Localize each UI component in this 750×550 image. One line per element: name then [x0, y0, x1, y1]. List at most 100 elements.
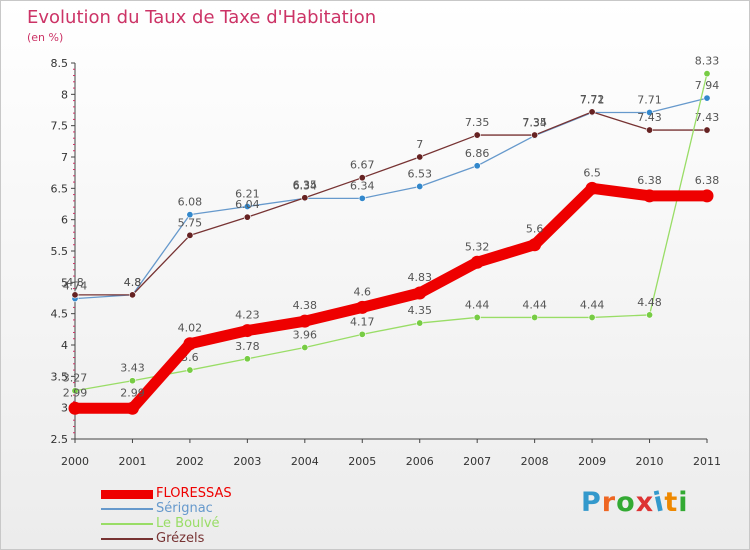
- x-tick-label: 2004: [291, 455, 319, 468]
- data-label: 4.44: [580, 298, 605, 311]
- y-tick-label: 6.5: [51, 182, 69, 195]
- data-label: 5.75: [178, 216, 203, 229]
- data-point: [128, 291, 136, 299]
- data-point: [71, 387, 79, 395]
- data-label: 4.48: [637, 296, 662, 309]
- x-tick-label: 2006: [406, 455, 434, 468]
- data-point: [470, 255, 484, 269]
- series-line: [74, 97, 708, 300]
- data-label: 7.71: [580, 94, 605, 107]
- x-tick-label: 2000: [61, 455, 89, 468]
- y-tick-label: 6: [61, 214, 68, 227]
- data-label: 6.08: [178, 196, 203, 209]
- chart-legend: FLORESSAS Sérignac Le Boulvé Grézels: [101, 486, 361, 547]
- unit-label: (en %): [27, 31, 64, 44]
- data-point: [588, 108, 596, 116]
- data-label: 6.67: [350, 159, 375, 172]
- series-line: [75, 182, 707, 414]
- data-point: [703, 94, 711, 102]
- y-tick-label: 4.5: [51, 308, 69, 321]
- data-point: [416, 153, 424, 161]
- legend-swatch: [101, 508, 153, 510]
- data-label: 3.27: [63, 372, 88, 385]
- data-point: [646, 126, 654, 134]
- y-tick-label: 8.5: [51, 57, 69, 70]
- proxiti-logo: Proxiti: [581, 486, 689, 518]
- data-point: [243, 355, 251, 363]
- y-tick-label: 5: [61, 276, 68, 289]
- data-point: [301, 194, 309, 202]
- data-label: 4.8: [66, 276, 84, 289]
- y-tick-label: 8: [61, 88, 68, 101]
- data-label: 2.99: [63, 386, 88, 399]
- y-tick-label: 3: [61, 402, 68, 415]
- data-point: [473, 162, 481, 170]
- legend-item: Le Boulvé: [101, 516, 361, 532]
- logo-letter: r: [601, 487, 617, 518]
- data-label: 7.35: [522, 116, 547, 129]
- data-label: 6.21: [235, 188, 260, 201]
- data-label: 6.38: [695, 174, 720, 187]
- data-point: [243, 203, 251, 211]
- logo-letter: i: [678, 487, 689, 518]
- data-label: 7.71: [637, 94, 662, 107]
- logo-letter: P: [581, 487, 602, 518]
- data-label: 7.43: [695, 111, 720, 124]
- data-point: [128, 377, 136, 385]
- legend-label: Sérignac: [156, 501, 213, 516]
- data-point: [413, 286, 427, 300]
- data-label: 3.96: [293, 329, 318, 342]
- series-line: [74, 73, 708, 392]
- data-point: [585, 181, 599, 195]
- data-point: [68, 401, 82, 415]
- data-label: 4.44: [465, 298, 490, 311]
- data-point: [588, 313, 596, 321]
- data-label: 6.53: [407, 167, 432, 180]
- legend-swatch: [101, 538, 153, 540]
- data-point: [416, 319, 424, 327]
- data-point: [531, 313, 539, 321]
- logo-letter: t: [664, 487, 679, 518]
- data-label: 6.34: [293, 179, 318, 192]
- data-point: [301, 344, 309, 352]
- x-tick-label: 2010: [636, 455, 664, 468]
- y-tick-label: 7.5: [51, 120, 69, 133]
- data-label: 5.6: [526, 223, 544, 236]
- data-label: 2.99: [120, 386, 145, 399]
- x-tick-label: 2003: [233, 455, 261, 468]
- y-tick-label: 4: [61, 339, 68, 352]
- legend-label: Le Boulvé: [156, 516, 220, 531]
- data-point: [355, 300, 369, 314]
- data-label: 7.43: [637, 111, 662, 124]
- data-label: 7: [416, 138, 423, 151]
- legend-swatch: [101, 489, 153, 499]
- data-point: [186, 211, 194, 219]
- data-point: [703, 70, 711, 78]
- data-label: 3.78: [235, 340, 260, 353]
- data-point: [125, 401, 139, 415]
- data-point: [183, 337, 197, 351]
- legend-item: FLORESSAS: [101, 486, 361, 502]
- data-point: [528, 238, 542, 252]
- data-label: 6.04: [235, 198, 260, 211]
- x-tick-label: 2007: [463, 455, 491, 468]
- y-tick-label: 7: [61, 151, 68, 164]
- data-point: [358, 174, 366, 182]
- x-tick-label: 2011: [693, 455, 721, 468]
- data-label: 4.44: [522, 298, 547, 311]
- data-point: [358, 194, 366, 202]
- chart-title: Evolution du Taux de Taxe d'Habitation: [27, 7, 377, 28]
- data-point: [473, 313, 481, 321]
- data-point: [186, 366, 194, 374]
- data-point: [646, 311, 654, 319]
- data-point: [700, 189, 714, 203]
- data-point: [531, 131, 539, 139]
- data-label: 7.72: [580, 93, 605, 106]
- data-point: [71, 291, 79, 299]
- data-label: 4.8: [124, 276, 142, 289]
- data-point: [473, 131, 481, 139]
- data-point: [646, 109, 654, 117]
- data-point: [186, 231, 194, 239]
